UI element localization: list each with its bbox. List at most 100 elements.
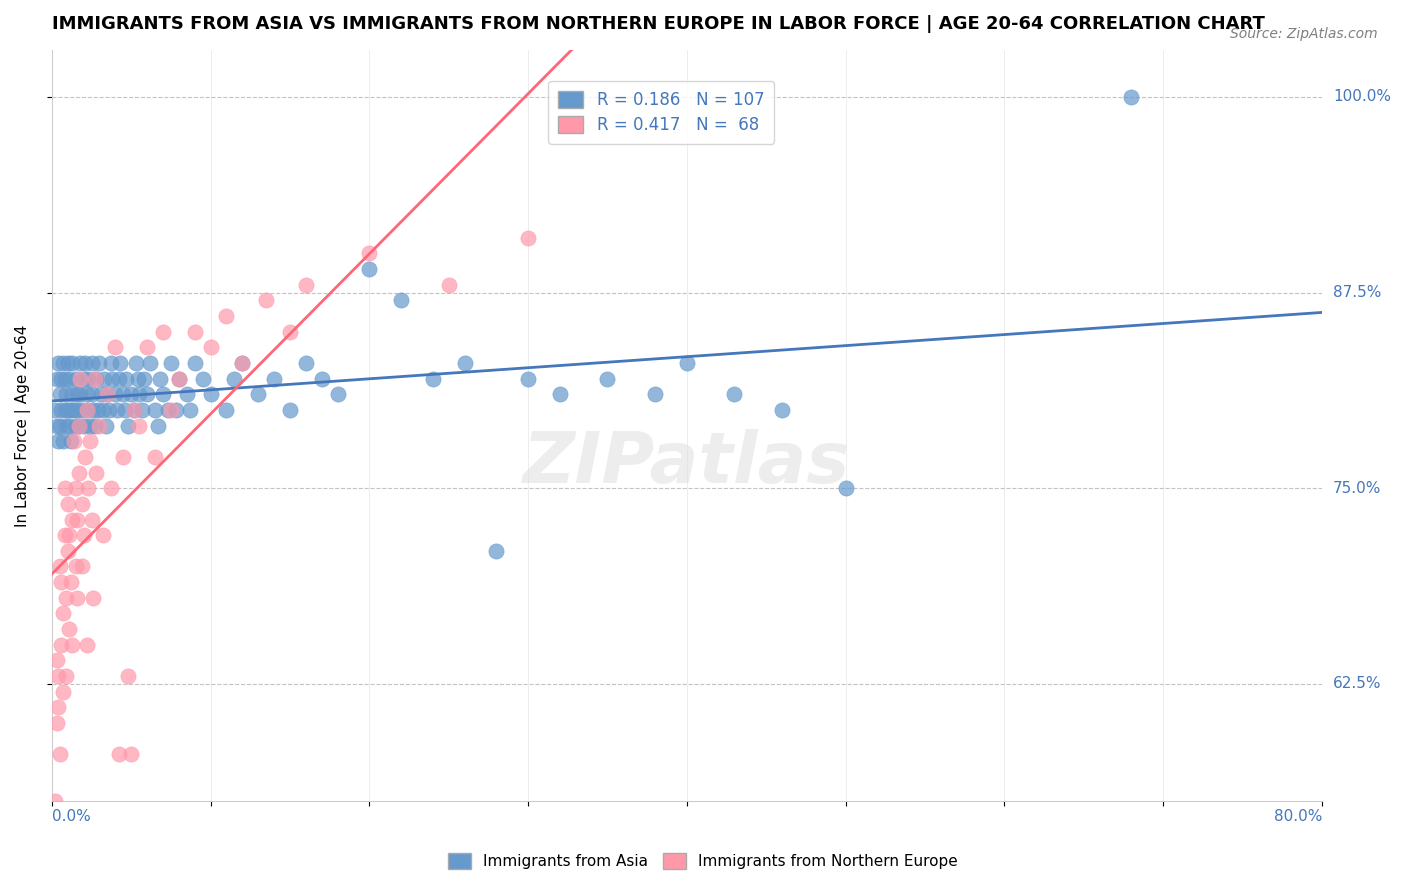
- Point: [45, 653, 67, 667]
- Point: [75, 450, 97, 464]
- Point: [104, 340, 127, 354]
- Point: [224, 371, 246, 385]
- Point: [644, 387, 666, 401]
- Point: [176, 387, 198, 401]
- Point: [56, 356, 79, 370]
- Point: [136, 387, 159, 401]
- Point: [65, 418, 87, 433]
- Text: Source: ZipAtlas.com: Source: ZipAtlas.com: [1230, 27, 1378, 41]
- Point: [51, 371, 73, 385]
- Point: [183, 325, 205, 339]
- Point: [52, 434, 75, 449]
- Point: [46, 434, 69, 449]
- Point: [67, 418, 90, 433]
- Point: [596, 371, 619, 385]
- Point: [66, 512, 89, 526]
- Point: [49, 418, 72, 433]
- Point: [75, 356, 97, 370]
- Point: [83, 371, 105, 385]
- Point: [58, 622, 80, 636]
- Point: [160, 356, 183, 370]
- Point: [76, 387, 98, 401]
- Point: [45, 418, 67, 433]
- Point: [152, 387, 174, 401]
- Point: [200, 340, 222, 354]
- Point: [128, 387, 150, 401]
- Point: [67, 466, 90, 480]
- Point: [80, 387, 103, 401]
- Point: [46, 700, 69, 714]
- Point: [52, 607, 75, 621]
- Point: [72, 418, 94, 433]
- Point: [120, 387, 142, 401]
- Point: [152, 325, 174, 339]
- Point: [295, 277, 318, 292]
- Point: [96, 387, 118, 401]
- Point: [45, 371, 67, 385]
- Point: [104, 387, 127, 401]
- Point: [52, 684, 75, 698]
- Point: [65, 371, 87, 385]
- Point: [76, 403, 98, 417]
- Point: [44, 794, 66, 808]
- Point: [143, 403, 166, 417]
- Point: [676, 356, 699, 370]
- Point: [278, 325, 301, 339]
- Point: [46, 669, 69, 683]
- Point: [69, 371, 91, 385]
- Point: [485, 544, 508, 558]
- Point: [254, 293, 277, 308]
- Point: [834, 481, 856, 495]
- Point: [167, 371, 190, 385]
- Point: [51, 403, 73, 417]
- Point: [215, 403, 238, 417]
- Point: [53, 481, 76, 495]
- Point: [65, 559, 87, 574]
- Point: [53, 528, 76, 542]
- Point: [89, 418, 111, 433]
- Point: [67, 418, 90, 433]
- Point: [49, 559, 72, 574]
- Text: 62.5%: 62.5%: [1333, 676, 1382, 691]
- Point: [295, 356, 318, 370]
- Point: [51, 638, 73, 652]
- Point: [117, 669, 139, 683]
- Point: [160, 403, 183, 417]
- Point: [66, 387, 89, 401]
- Point: [132, 371, 155, 385]
- Point: [66, 591, 89, 605]
- Point: [105, 403, 128, 417]
- Point: [200, 387, 222, 401]
- Point: [45, 716, 67, 731]
- Point: [49, 747, 72, 762]
- Point: [72, 371, 94, 385]
- Point: [165, 403, 187, 417]
- Point: [231, 356, 253, 370]
- Text: 80.0%: 80.0%: [1274, 809, 1322, 824]
- Point: [148, 418, 170, 433]
- Point: [215, 309, 238, 323]
- Point: [98, 403, 121, 417]
- Point: [91, 403, 114, 417]
- Text: 75.0%: 75.0%: [1333, 481, 1381, 496]
- Point: [62, 512, 84, 526]
- Point: [517, 371, 540, 385]
- Point: [49, 387, 72, 401]
- Point: [59, 434, 82, 449]
- Point: [93, 371, 115, 385]
- Point: [55, 387, 77, 401]
- Point: [112, 387, 135, 401]
- Point: [69, 387, 91, 401]
- Point: [389, 293, 412, 308]
- Point: [128, 418, 150, 433]
- Point: [63, 403, 86, 417]
- Point: [58, 528, 80, 542]
- Point: [131, 403, 153, 417]
- Point: [770, 403, 793, 417]
- Point: [179, 403, 201, 417]
- Point: [56, 403, 79, 417]
- Point: [52, 356, 75, 370]
- Point: [77, 481, 100, 495]
- Point: [183, 356, 205, 370]
- Point: [91, 528, 114, 542]
